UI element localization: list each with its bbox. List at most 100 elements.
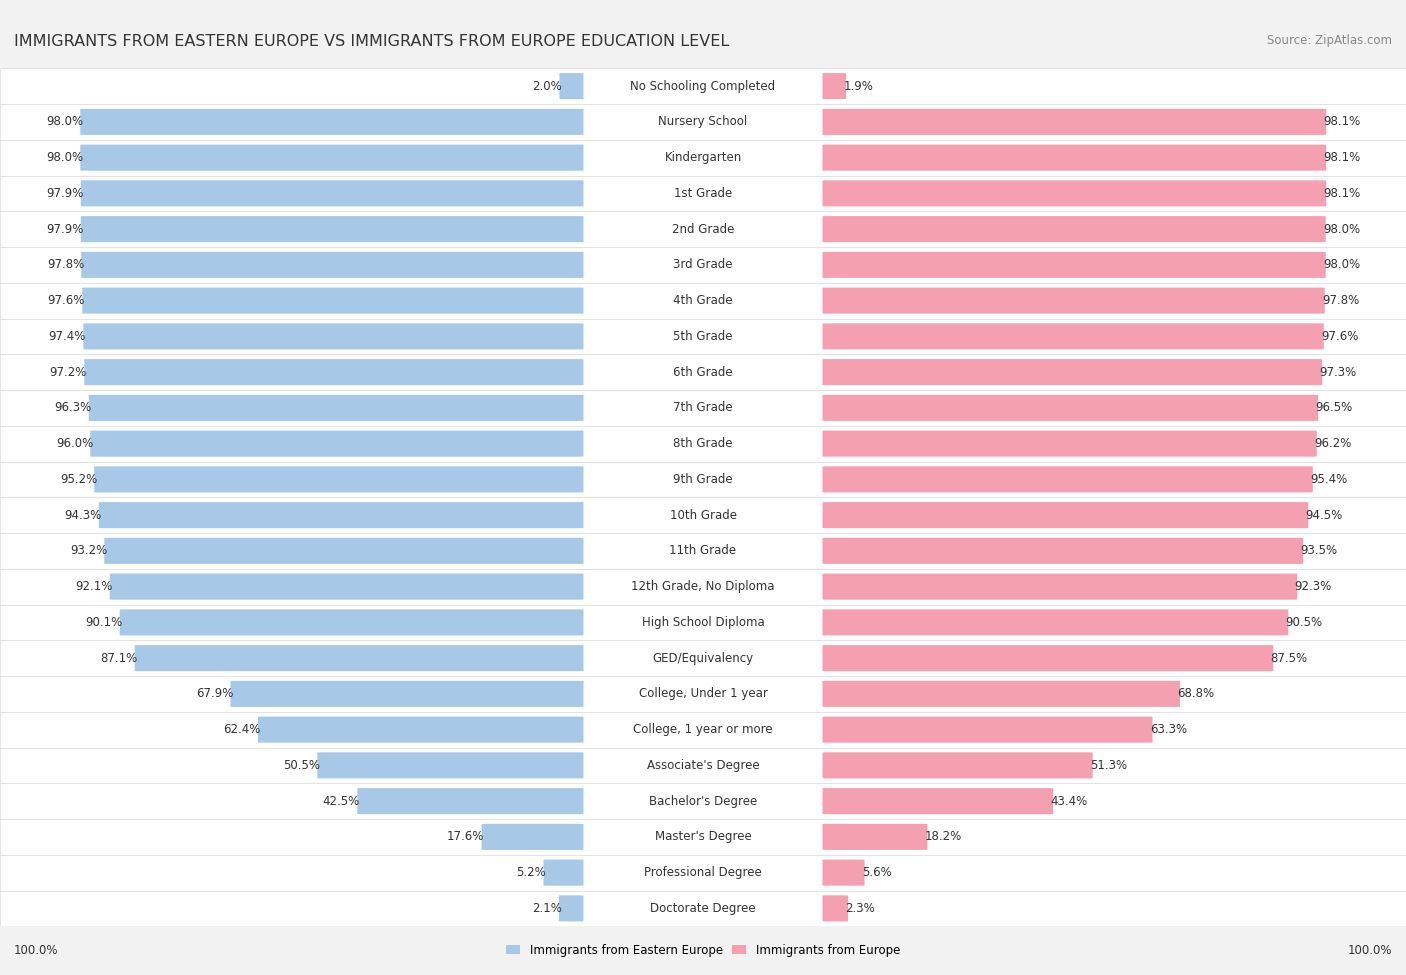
Text: 67.9%: 67.9% xyxy=(195,687,233,700)
Text: 18.2%: 18.2% xyxy=(925,831,962,843)
Legend: Immigrants from Eastern Europe, Immigrants from Europe: Immigrants from Eastern Europe, Immigran… xyxy=(501,939,905,961)
Text: 93.2%: 93.2% xyxy=(70,544,107,558)
Text: 97.9%: 97.9% xyxy=(46,222,83,236)
FancyBboxPatch shape xyxy=(544,860,583,885)
FancyBboxPatch shape xyxy=(823,788,1053,814)
Text: 51.3%: 51.3% xyxy=(1090,759,1128,772)
Text: 92.1%: 92.1% xyxy=(75,580,112,593)
Text: 1st Grade: 1st Grade xyxy=(673,187,733,200)
FancyBboxPatch shape xyxy=(560,73,583,99)
Text: 97.9%: 97.9% xyxy=(46,187,83,200)
Text: 92.3%: 92.3% xyxy=(1295,580,1331,593)
Bar xyxy=(0,819,1406,855)
Bar xyxy=(0,568,1406,604)
Bar xyxy=(0,212,1406,247)
FancyBboxPatch shape xyxy=(80,180,583,207)
Text: 96.5%: 96.5% xyxy=(1316,402,1353,414)
Text: 100.0%: 100.0% xyxy=(1347,944,1392,957)
Bar xyxy=(0,855,1406,890)
Bar xyxy=(0,283,1406,319)
FancyBboxPatch shape xyxy=(80,109,583,135)
Text: Professional Degree: Professional Degree xyxy=(644,866,762,879)
Bar xyxy=(0,604,1406,641)
Text: 87.5%: 87.5% xyxy=(1271,651,1308,665)
Text: Master's Degree: Master's Degree xyxy=(655,831,751,843)
Text: 8th Grade: 8th Grade xyxy=(673,437,733,450)
Bar xyxy=(0,247,1406,283)
FancyBboxPatch shape xyxy=(120,609,583,636)
Text: Associate's Degree: Associate's Degree xyxy=(647,759,759,772)
FancyBboxPatch shape xyxy=(482,824,583,850)
Text: 2.0%: 2.0% xyxy=(533,80,562,93)
Text: GED/Equivalency: GED/Equivalency xyxy=(652,651,754,665)
Text: 97.2%: 97.2% xyxy=(49,366,87,378)
Text: 95.4%: 95.4% xyxy=(1310,473,1347,486)
FancyBboxPatch shape xyxy=(83,288,583,314)
Text: 63.3%: 63.3% xyxy=(1150,723,1187,736)
FancyBboxPatch shape xyxy=(823,681,1180,707)
Text: 94.3%: 94.3% xyxy=(65,509,101,522)
FancyBboxPatch shape xyxy=(823,359,1322,385)
Text: 90.5%: 90.5% xyxy=(1285,616,1323,629)
Text: Source: ZipAtlas.com: Source: ZipAtlas.com xyxy=(1267,34,1392,47)
Bar xyxy=(0,783,1406,819)
Bar xyxy=(0,533,1406,568)
Bar xyxy=(0,461,1406,497)
Text: 100.0%: 100.0% xyxy=(14,944,59,957)
Text: 11th Grade: 11th Grade xyxy=(669,544,737,558)
FancyBboxPatch shape xyxy=(823,73,846,99)
Bar xyxy=(0,176,1406,212)
FancyBboxPatch shape xyxy=(823,824,928,850)
Bar xyxy=(0,712,1406,748)
FancyBboxPatch shape xyxy=(357,788,583,814)
FancyBboxPatch shape xyxy=(823,109,1326,135)
Text: 5.6%: 5.6% xyxy=(862,866,891,879)
Text: 43.4%: 43.4% xyxy=(1050,795,1088,807)
Text: 5th Grade: 5th Grade xyxy=(673,330,733,343)
Text: 97.8%: 97.8% xyxy=(1322,294,1360,307)
Text: 98.0%: 98.0% xyxy=(46,115,83,129)
FancyBboxPatch shape xyxy=(82,252,583,278)
FancyBboxPatch shape xyxy=(823,216,1326,242)
FancyBboxPatch shape xyxy=(84,359,583,385)
FancyBboxPatch shape xyxy=(135,645,583,671)
Text: 98.1%: 98.1% xyxy=(1323,151,1361,164)
Bar xyxy=(0,426,1406,461)
Bar xyxy=(0,748,1406,783)
FancyBboxPatch shape xyxy=(823,717,1153,743)
Text: 1.9%: 1.9% xyxy=(844,80,873,93)
Text: 98.0%: 98.0% xyxy=(1323,222,1360,236)
FancyBboxPatch shape xyxy=(83,324,583,349)
Text: 97.6%: 97.6% xyxy=(48,294,86,307)
FancyBboxPatch shape xyxy=(560,895,583,921)
FancyBboxPatch shape xyxy=(257,717,583,743)
FancyBboxPatch shape xyxy=(823,466,1313,492)
FancyBboxPatch shape xyxy=(110,573,583,600)
FancyBboxPatch shape xyxy=(823,573,1298,600)
FancyBboxPatch shape xyxy=(823,538,1303,564)
Text: 17.6%: 17.6% xyxy=(447,831,485,843)
FancyBboxPatch shape xyxy=(823,645,1274,671)
Text: 98.0%: 98.0% xyxy=(46,151,83,164)
Text: 50.5%: 50.5% xyxy=(283,759,321,772)
Text: High School Diploma: High School Diploma xyxy=(641,616,765,629)
FancyBboxPatch shape xyxy=(823,431,1317,456)
Text: 2.1%: 2.1% xyxy=(531,902,562,915)
Text: 96.0%: 96.0% xyxy=(56,437,93,450)
FancyBboxPatch shape xyxy=(318,753,583,778)
Text: 87.1%: 87.1% xyxy=(100,651,138,665)
Text: 62.4%: 62.4% xyxy=(224,723,260,736)
Text: 9th Grade: 9th Grade xyxy=(673,473,733,486)
FancyBboxPatch shape xyxy=(823,753,1092,778)
Bar xyxy=(0,68,1406,104)
Bar xyxy=(0,390,1406,426)
Text: 4th Grade: 4th Grade xyxy=(673,294,733,307)
Text: College, 1 year or more: College, 1 year or more xyxy=(633,723,773,736)
Text: Nursery School: Nursery School xyxy=(658,115,748,129)
Bar xyxy=(0,497,1406,533)
FancyBboxPatch shape xyxy=(823,895,848,921)
FancyBboxPatch shape xyxy=(89,395,583,421)
FancyBboxPatch shape xyxy=(104,538,583,564)
Text: 94.5%: 94.5% xyxy=(1305,509,1343,522)
FancyBboxPatch shape xyxy=(823,180,1326,207)
